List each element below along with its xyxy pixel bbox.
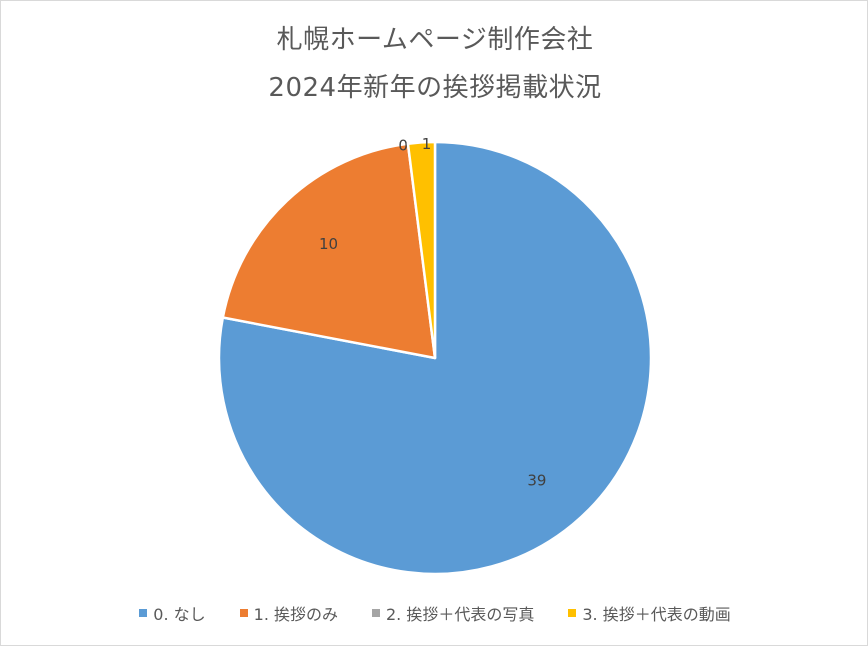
chart-title: 札幌ホームページ制作会社 <box>276 25 594 55</box>
legend-item-0: 0. なし <box>139 601 206 625</box>
legend-item-2: 2. 挨拶＋代表の写真 <box>372 601 534 625</box>
legend: 0. なし 1. 挨拶のみ 2. 挨拶＋代表の写真 3. 挨拶＋代表の動画 <box>1 601 868 625</box>
legend-label-3: 3. 挨拶＋代表の動画 <box>582 605 731 624</box>
legend-swatch-3 <box>568 609 577 617</box>
pie-slice-1 <box>221 142 437 360</box>
data-label-3: 1 <box>422 135 432 153</box>
legend-label-2: 2. 挨拶＋代表の写真 <box>386 605 535 624</box>
legend-swatch-2 <box>372 609 380 617</box>
chart-subtitle: 2024年新年の挨拶掲載状況 <box>268 73 602 103</box>
legend-label-0: 0. なし <box>153 605 206 624</box>
legend-item-3: 3. 挨拶＋代表の動画 <box>568 601 731 625</box>
pie-slice-3 <box>406 140 437 360</box>
legend-swatch-1 <box>239 609 248 617</box>
legend-item-1: 1. 挨拶のみ <box>239 601 338 625</box>
data-label-2: 0 <box>398 136 408 154</box>
legend-swatch-0 <box>139 609 148 617</box>
data-label-0: 39 <box>527 472 546 490</box>
data-label-1: 10 <box>319 235 338 253</box>
legend-label-1: 1. 挨拶のみ <box>253 605 338 624</box>
